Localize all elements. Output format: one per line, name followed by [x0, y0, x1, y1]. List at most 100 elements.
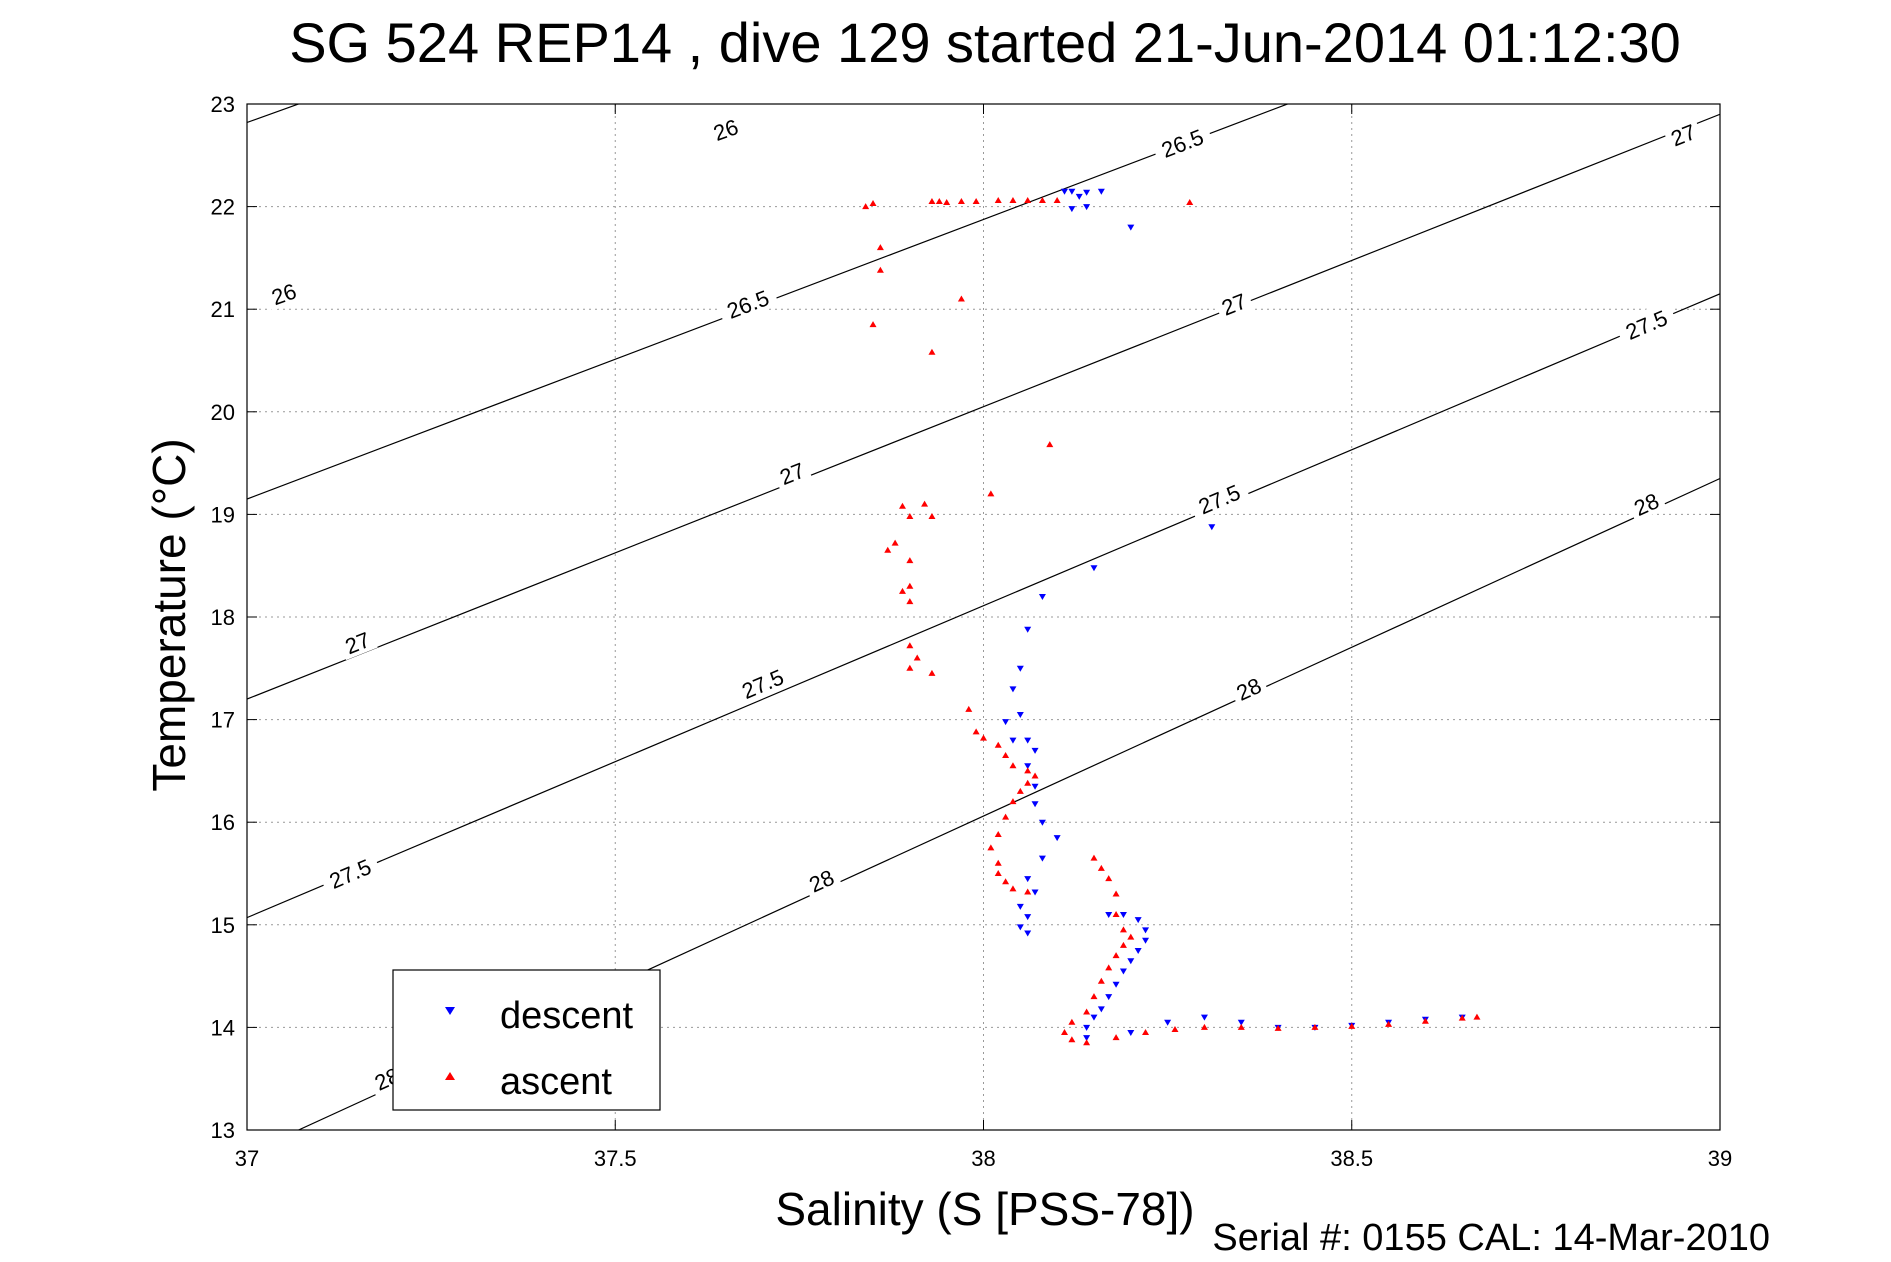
ascent-point — [994, 859, 1002, 866]
legend-label-descent: descent — [500, 995, 634, 1037]
ascent-point — [906, 664, 914, 671]
ascent-point — [1186, 198, 1194, 205]
ascent-point — [1142, 1029, 1150, 1036]
ascent-point — [957, 295, 965, 302]
descent-point — [1068, 206, 1076, 213]
descent-point — [1009, 737, 1017, 744]
descent-point — [1134, 917, 1142, 924]
descent-point — [1105, 912, 1113, 919]
ascent-point — [1127, 933, 1135, 940]
ascent-point — [906, 642, 914, 649]
ascent-point — [972, 197, 980, 204]
contour-label-bg — [1625, 484, 1667, 523]
ascent-point — [1097, 864, 1105, 871]
x-axis-label: Salinity (S [PSS-78]) — [775, 1183, 1194, 1235]
y-tick-label: 23 — [211, 92, 235, 117]
contour-label-bg — [1212, 284, 1255, 322]
descent-point — [1038, 593, 1046, 600]
y-tick-label: 14 — [211, 1015, 235, 1040]
y-tick-label: 19 — [211, 502, 235, 527]
ascent-point — [957, 197, 965, 204]
ascent-point — [906, 582, 914, 589]
ascent-point — [1348, 1022, 1356, 1029]
contour-line — [247, 104, 1290, 500]
descent-point — [1002, 719, 1010, 726]
descent-point — [1038, 819, 1046, 826]
descent-point — [1119, 912, 1127, 919]
ascent-point — [1024, 888, 1032, 895]
ascent-point — [906, 598, 914, 605]
x-tick-label: 38.5 — [1330, 1146, 1373, 1171]
y-tick-label: 16 — [211, 810, 235, 835]
ascent-point — [884, 546, 892, 553]
ascent-point — [1009, 885, 1017, 892]
contour-label-bg — [704, 110, 746, 147]
legend: descent ascent — [392, 969, 661, 1111]
ascent-point — [1105, 964, 1113, 971]
contour-label: 26.5 — [1158, 124, 1207, 163]
ascent-point — [906, 512, 914, 519]
ascent-point — [1053, 196, 1061, 203]
axis-ticks: 37 37.5 38 38.5 39 13 14 15 16 17 18 19 20 21 22 23 — [211, 92, 1733, 1171]
ascent-point — [1009, 762, 1017, 769]
ascent-point — [1119, 926, 1127, 933]
descent-point — [1068, 188, 1076, 195]
ascent-point — [928, 348, 936, 355]
descent-point — [1031, 801, 1039, 808]
ascent-point — [1009, 196, 1017, 203]
legend-marker-ascent — [445, 1072, 455, 1080]
contour-label-bg — [800, 860, 842, 899]
ascent-point — [928, 669, 936, 676]
ascent-point — [1105, 875, 1113, 882]
ascent-point — [1237, 1023, 1245, 1030]
y-tick-label: 17 — [211, 708, 235, 733]
descent-point — [1097, 188, 1105, 195]
y-axis-label: Temperature (°C) — [143, 438, 195, 791]
density-contours: 262626.526.52727272727.527.527.527.52828… — [247, 104, 1720, 1130]
ascent-point — [1200, 1023, 1208, 1030]
ascent-point — [1090, 854, 1098, 861]
descent-point — [1016, 665, 1024, 672]
ascent-point — [921, 500, 929, 507]
ascent-point — [1031, 772, 1039, 779]
series-ascent — [862, 196, 1481, 1046]
descent-point — [1024, 914, 1032, 921]
ascent-point — [1112, 911, 1120, 918]
x-tick-label: 39 — [1708, 1146, 1732, 1171]
contour-label-bg — [715, 280, 780, 326]
ascent-point — [869, 200, 877, 207]
ascent-point — [1112, 890, 1120, 897]
ascent-point — [906, 557, 914, 564]
chart-title: SG 524 REP14 , dive 129 started 21-Jun-2… — [289, 11, 1681, 74]
ascent-point — [994, 196, 1002, 203]
descent-point — [1127, 1030, 1135, 1037]
contour-label-bg — [1150, 119, 1214, 165]
descent-point — [1208, 524, 1216, 531]
ascent-point — [1002, 878, 1010, 885]
contour-label-bg — [317, 849, 382, 896]
descent-point — [1142, 927, 1150, 934]
ascent-point — [1171, 1025, 1179, 1032]
descent-point — [1075, 193, 1083, 200]
ascent-point — [898, 587, 906, 594]
contour-label-bg — [1187, 474, 1251, 522]
descent-point — [1024, 626, 1032, 633]
descent-point — [1031, 783, 1039, 790]
contour-label-bg — [730, 659, 794, 707]
contour-line — [247, 293, 1720, 919]
descent-point — [1083, 1035, 1091, 1042]
ascent-point — [1009, 798, 1017, 805]
ascent-point — [876, 266, 884, 273]
y-tick-label: 15 — [211, 913, 235, 938]
footer-serial-cal: Serial #: 0155 CAL: 14-Mar-2010 — [1212, 1217, 1770, 1259]
descent-point — [1127, 224, 1135, 231]
descent-point — [1134, 947, 1142, 954]
descent-point — [1083, 189, 1091, 196]
x-tick-label: 38 — [971, 1146, 995, 1171]
descent-point — [1127, 958, 1135, 965]
x-tick-label: 37.5 — [594, 1146, 637, 1171]
descent-point — [1009, 686, 1017, 693]
contour-label-bg — [1227, 669, 1270, 707]
contour-label-bg — [771, 454, 813, 491]
descent-point — [1097, 1006, 1105, 1013]
